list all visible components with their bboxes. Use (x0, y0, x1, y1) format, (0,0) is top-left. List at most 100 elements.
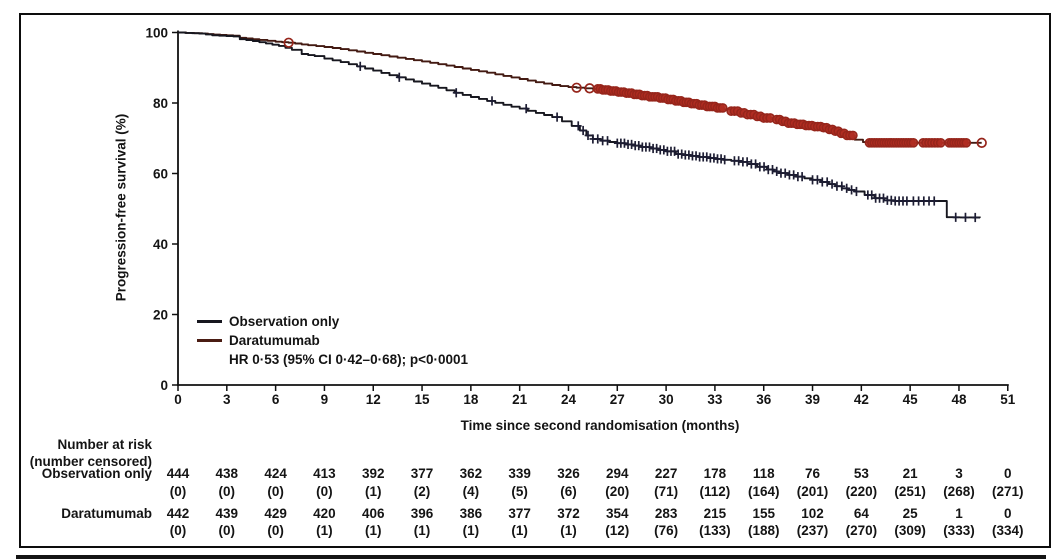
risk-table-header-line2: (number censored) (29, 454, 152, 469)
at-risk-value: 386 (460, 506, 483, 521)
at-risk-value: 442 (167, 506, 190, 521)
censored-value: (237) (797, 523, 829, 538)
censored-value: (1) (511, 523, 528, 538)
x-tick-label: 27 (610, 392, 625, 407)
figure-border (19, 13, 1051, 548)
x-tick-label: 3 (223, 392, 231, 407)
censored-value: (71) (654, 484, 678, 499)
at-risk-value: 283 (655, 506, 678, 521)
censored-value: (6) (560, 484, 577, 499)
x-tick-label: 36 (756, 392, 772, 407)
at-risk-value: 1 (955, 506, 963, 521)
at-risk-value: 64 (854, 506, 870, 521)
observation-line-swatch (197, 320, 222, 323)
at-risk-value: 354 (606, 506, 629, 521)
censored-value: (333) (943, 523, 975, 538)
censored-value: (220) (846, 484, 878, 499)
y-axis-title: Progression-free survival (%) (113, 113, 129, 302)
censored-value: (1) (414, 523, 431, 538)
censored-value: (271) (992, 484, 1024, 499)
censored-value: (0) (219, 523, 236, 538)
x-tick-label: 9 (321, 392, 329, 407)
at-risk-value: 178 (704, 466, 727, 481)
censored-value: (1) (365, 523, 382, 538)
at-risk-value: 76 (805, 466, 821, 481)
y-tick-label: 20 (153, 307, 168, 322)
censored-value: (1) (316, 523, 333, 538)
at-risk-value: 372 (557, 506, 580, 521)
risk-table-values: 444 (0) 438 (0) 424 (0) 413 (0) 392 (1) 377 (2) 362 (… (167, 466, 1024, 538)
censored-value: (0) (219, 484, 236, 499)
at-risk-value: 377 (508, 506, 531, 521)
at-risk-value: 362 (460, 466, 483, 481)
censored-value: (112) (700, 484, 731, 499)
at-risk-value: 53 (854, 466, 870, 481)
at-risk-value: 406 (362, 506, 385, 521)
censored-value: (188) (748, 523, 780, 538)
censored-value: (268) (943, 484, 975, 499)
x-tick-label: 39 (805, 392, 820, 407)
y-tick-label: 60 (153, 166, 168, 181)
at-risk-value: 227 (655, 466, 678, 481)
censored-value: (334) (992, 523, 1024, 538)
daratumumab-censor-marks (283, 37, 987, 148)
at-risk-value: 438 (216, 466, 239, 481)
hazard-ratio-annotation: HR 0·53 (95% CI 0·42–0·68); p<0·0001 (229, 352, 468, 367)
x-tick-label: 51 (1000, 392, 1016, 407)
adjacent-figure-border-fragment (16, 555, 1046, 559)
censored-value: (76) (654, 523, 678, 538)
x-tick-label: 18 (463, 392, 479, 407)
at-risk-value: 21 (903, 466, 919, 481)
at-risk-value: 377 (411, 466, 434, 481)
axes (177, 30, 1009, 386)
at-risk-value: 424 (264, 466, 287, 481)
x-tick-label: 21 (512, 392, 528, 407)
at-risk-value: 444 (167, 466, 190, 481)
legend-label-observation: Observation only (229, 314, 340, 329)
at-risk-value: 429 (264, 506, 287, 521)
x-tick-label: 48 (951, 392, 967, 407)
y-tick-label: 80 (153, 96, 168, 111)
at-risk-value: 420 (313, 506, 336, 521)
at-risk-value: 392 (362, 466, 385, 481)
x-tick-label: 0 (174, 392, 182, 407)
x-axis-title: Time since second randomisation (months) (460, 418, 740, 433)
tick-labels: 0 3 6 9 12 15 18 21 24 27 30 33 36 39 42 45 48 5102040608… (145, 25, 1015, 407)
tick-marks (172, 31, 1009, 391)
censored-value: (12) (605, 523, 629, 538)
censored-value: (201) (797, 484, 829, 499)
legend-label-daratumumab: Daratumumab (229, 333, 320, 348)
x-tick-label: 12 (366, 392, 381, 407)
at-risk-value: 339 (508, 466, 531, 481)
legend-entry-observation: Observation only (197, 312, 468, 331)
x-tick-label: 33 (707, 392, 723, 407)
at-risk-value: 0 (1004, 506, 1012, 521)
censored-value: (251) (894, 484, 926, 499)
censored-value: (4) (463, 484, 480, 499)
risk-row-label-daratumumab: Daratumumab (61, 506, 152, 521)
legend: Observation only Daratumumab HR 0·53 (95… (197, 312, 468, 369)
censored-value: (1) (560, 523, 577, 538)
at-risk-value: 294 (606, 466, 629, 481)
daratumumab-line-swatch (197, 339, 222, 342)
censored-value: (164) (748, 484, 780, 499)
at-risk-value: 215 (704, 506, 727, 521)
x-tick-label: 42 (854, 392, 869, 407)
at-risk-value: 413 (313, 466, 336, 481)
y-tick-label: 100 (145, 25, 168, 40)
censored-value: (1) (365, 484, 382, 499)
x-tick-label: 15 (415, 392, 431, 407)
censored-value: (20) (605, 484, 629, 499)
censored-value: (2) (414, 484, 431, 499)
risk-table-header-line1: Number at risk (57, 437, 152, 452)
censored-value: (0) (267, 484, 284, 499)
legend-entry-daratumumab: Daratumumab (197, 331, 468, 350)
y-tick-label: 0 (160, 378, 168, 393)
censored-value: (5) (511, 484, 528, 499)
censored-value: (0) (170, 523, 187, 538)
censored-value: (0) (267, 523, 284, 538)
observation-censor-marks (356, 61, 979, 223)
at-risk-value: 0 (1004, 466, 1012, 481)
